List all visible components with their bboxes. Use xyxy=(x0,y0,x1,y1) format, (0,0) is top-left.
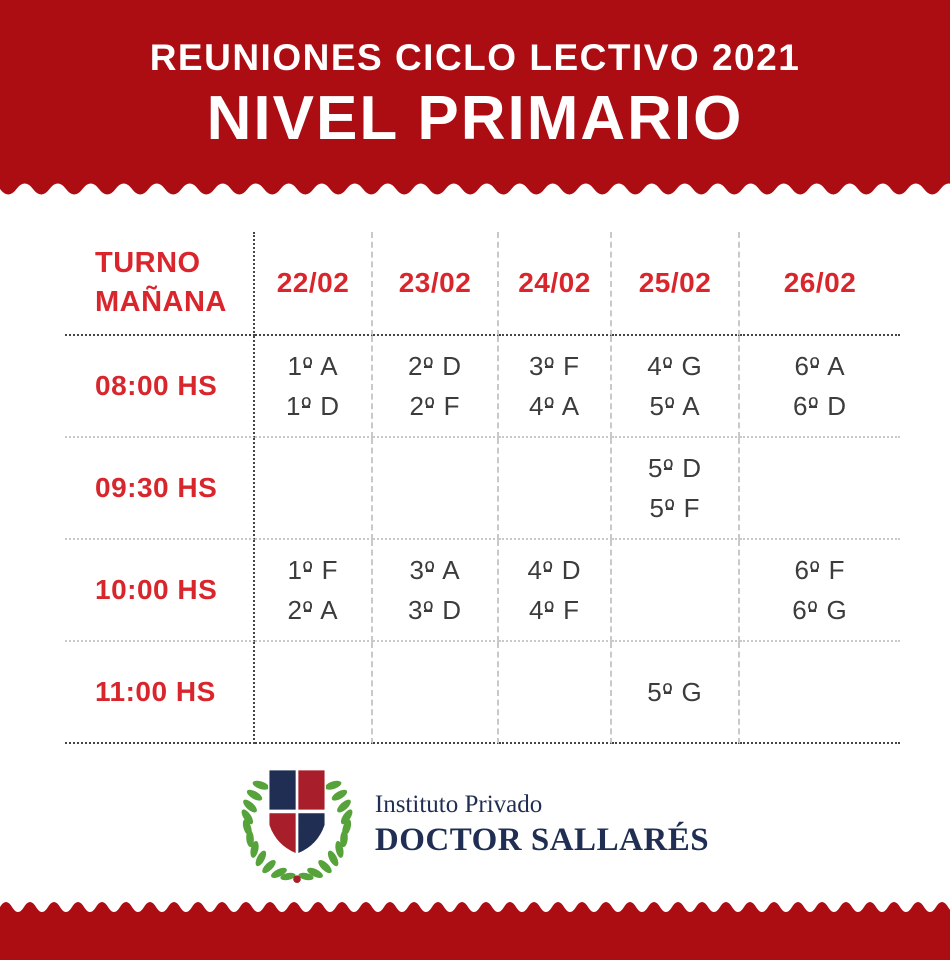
class-entry: 4º F xyxy=(528,595,581,625)
class-entry: 4º G xyxy=(647,351,703,381)
corner-line: MAÑANA xyxy=(95,286,227,318)
class-entry: 3º A xyxy=(409,555,461,585)
corner-line: TURNO xyxy=(95,247,201,279)
date-header: 22/02 xyxy=(255,232,373,336)
class-cell xyxy=(373,642,499,744)
shield-icon xyxy=(267,769,326,854)
class-cell xyxy=(612,540,740,642)
header-wavy-edge-icon xyxy=(0,176,950,195)
poster-subtitle: NIVEL PRIMARIO xyxy=(206,83,744,153)
class-cell xyxy=(740,438,900,540)
corner-cell: TURNO MAÑANA xyxy=(65,232,255,336)
date-header: 25/02 xyxy=(612,232,740,336)
class-cell xyxy=(499,438,612,540)
class-entry: 3º F xyxy=(528,351,581,381)
schedule-table: TURNO MAÑANA 22/02 23/02 24/02 25/02 26/02 08:0… xyxy=(65,232,900,744)
class-cell xyxy=(499,642,612,744)
date-header: 26/02 xyxy=(740,232,900,336)
class-entry: 1º A xyxy=(287,351,339,381)
class-entry: 2º A xyxy=(287,595,339,625)
class-cell: 4º G 5º A xyxy=(612,336,740,438)
class-cell: 6º F 6º G xyxy=(740,540,900,642)
footer-banner xyxy=(0,894,950,960)
class-cell: 1º F 2º A xyxy=(255,540,373,642)
time-cell: 08:00 HS xyxy=(65,336,255,438)
class-entry: 4º A xyxy=(528,391,581,421)
class-entry: 5º D xyxy=(648,453,702,483)
school-crest-icon xyxy=(241,769,353,883)
class-cell: 5º G xyxy=(612,642,740,744)
class-entry: 5º A xyxy=(649,391,701,421)
logo-institution-type: Instituto Privado xyxy=(374,791,543,818)
class-entry: 6º A xyxy=(794,351,846,381)
class-entry: 2º D xyxy=(408,351,462,381)
class-entry: 2º F xyxy=(409,391,461,421)
class-entry: 3º D xyxy=(408,595,462,625)
time-cell: 09:30 HS xyxy=(65,438,255,540)
class-cell: 5º D 5º F xyxy=(612,438,740,540)
class-cell xyxy=(255,642,373,744)
class-entry: 6º F xyxy=(794,555,846,585)
laurel-wreath-icon xyxy=(241,780,353,881)
class-cell: 6º A 6º D xyxy=(740,336,900,438)
class-cell: 2º D 2º F xyxy=(373,336,499,438)
footer-wavy-edge-icon xyxy=(0,902,950,920)
footer-band xyxy=(0,920,950,960)
poster-title: REUNIONES CICLO LECTIVO 2021 xyxy=(149,36,801,78)
class-cell xyxy=(373,438,499,540)
crest-dot-icon xyxy=(293,875,301,883)
header-banner: REUNIONES CICLO LECTIVO 2021 NIVEL PRIMA… xyxy=(0,0,950,176)
school-logo: Instituto Privado DOCTOR SALLARÉS xyxy=(0,764,950,886)
class-cell: 4º D 4º F xyxy=(499,540,612,642)
time-cell: 11:00 HS xyxy=(65,642,255,744)
class-cell: 3º F 4º A xyxy=(499,336,612,438)
class-cell xyxy=(255,438,373,540)
date-header: 23/02 xyxy=(373,232,499,336)
class-entry: 1º F xyxy=(287,555,339,585)
class-entry: 6º D xyxy=(793,391,847,421)
class-cell: 1º A 1º D xyxy=(255,336,373,438)
class-entry: 5º G xyxy=(647,677,703,707)
class-entry: 1º D xyxy=(286,391,340,421)
class-entry: 4º D xyxy=(527,555,582,585)
time-cell: 10:00 HS xyxy=(65,540,255,642)
logo-institution-name: DOCTOR SALLARÉS xyxy=(374,822,710,858)
class-cell xyxy=(740,642,900,744)
class-entry: 6º G xyxy=(792,595,848,625)
logo-text: Instituto Privado DOCTOR SALLARÉS xyxy=(375,791,709,859)
date-header: 24/02 xyxy=(499,232,612,336)
class-entry: 5º F xyxy=(649,493,701,523)
class-cell: 3º A 3º D xyxy=(373,540,499,642)
